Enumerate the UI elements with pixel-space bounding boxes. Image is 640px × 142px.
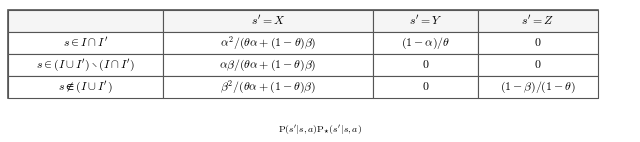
Text: $\alpha^2/(\theta\alpha + (1-\theta)\beta)$: $\alpha^2/(\theta\alpha + (1-\theta)\bet… <box>220 34 316 52</box>
Bar <box>478 76 598 98</box>
Text: $\beta^2/(\theta\alpha + (1-\theta)\beta)$: $\beta^2/(\theta\alpha + (1-\theta)\beta… <box>220 78 316 96</box>
Bar <box>373 10 478 32</box>
Text: $s^\prime = X$: $s^\prime = X$ <box>251 14 285 28</box>
Bar <box>163 32 373 54</box>
Text: $s \in I \cap I^\prime$: $s \in I \cap I^\prime$ <box>63 36 108 50</box>
Bar <box>8 76 163 98</box>
Text: $0$: $0$ <box>534 36 541 50</box>
Text: $\alpha\beta/(\theta\alpha + (1-\theta)\beta)$: $\alpha\beta/(\theta\alpha + (1-\theta)\… <box>220 57 317 73</box>
Text: $\mathrm{P}(s^\prime|s,a)\mathrm{P}_{\star}(s^\prime|s,a)$: $\mathrm{P}(s^\prime|s,a)\mathrm{P}_{\st… <box>278 124 362 136</box>
Bar <box>163 10 373 32</box>
Bar <box>478 32 598 54</box>
Text: $s^\prime = Z$: $s^\prime = Z$ <box>522 14 554 28</box>
Text: $(1-\beta)/(1-\theta)$: $(1-\beta)/(1-\theta)$ <box>500 79 576 95</box>
Bar <box>8 10 163 32</box>
Bar <box>373 54 478 76</box>
Text: $0$: $0$ <box>534 59 541 72</box>
Bar <box>373 76 478 98</box>
Bar <box>373 32 478 54</box>
Bar <box>478 54 598 76</box>
Bar <box>478 10 598 32</box>
Text: $(1-\alpha)/\theta$: $(1-\alpha)/\theta$ <box>401 35 450 51</box>
Text: $s^\prime = Y$: $s^\prime = Y$ <box>409 14 442 28</box>
Bar <box>163 54 373 76</box>
Bar <box>8 10 598 98</box>
Text: $0$: $0$ <box>422 59 429 72</box>
Bar <box>8 54 163 76</box>
Text: $s \in (I \cup I^\prime) \setminus (I \cap I^\prime)$: $s \in (I \cup I^\prime) \setminus (I \c… <box>36 57 135 73</box>
Text: $s \notin (I \cup I^\prime)$: $s \notin (I \cup I^\prime)$ <box>58 79 113 95</box>
Bar <box>163 76 373 98</box>
Bar <box>8 32 163 54</box>
Text: $0$: $0$ <box>422 81 429 93</box>
